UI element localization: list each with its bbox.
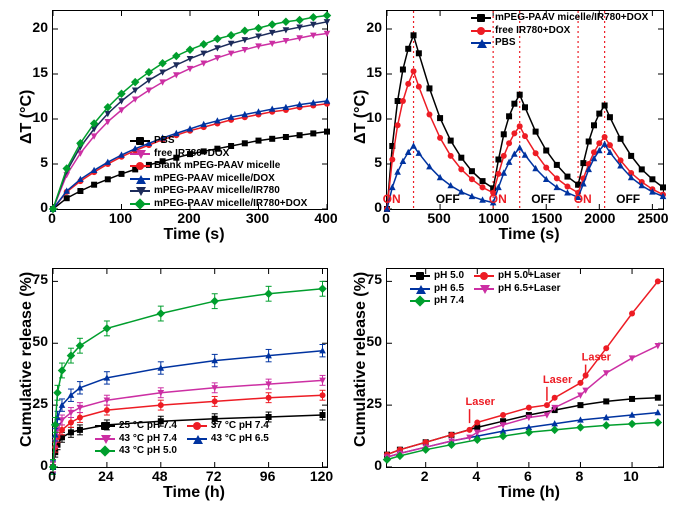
cycle-label: ON [489,192,507,206]
y-tick-label: 5 [356,154,382,170]
legend-item: pH 6.5+Laser [474,283,561,296]
x-tick-label: 300 [244,210,272,226]
legend-item: free IR780+DOX [130,148,307,161]
legend-label: mPEG-PAAV micelle/IR780 [154,185,280,198]
legend-label: 43 °C pH 6.5 [211,433,269,446]
x-tick-label: 1500 [531,210,559,226]
legend-label: pH 7.4 [434,295,464,308]
legend-label: pH 5.0+Laser [498,270,561,283]
legend-item: 43 °C pH 7.4 [95,433,177,446]
x-tick-label: 2 [411,468,439,484]
x-tick-label: 10 [617,468,645,484]
legend-item: mPEG-PAAV micelle/IR780 [130,185,307,198]
legend-label: 43 °C pH 7.4 [119,433,177,446]
y-axis-label: Cumulative release (%) [352,272,370,447]
x-tick-label: 6 [514,468,542,484]
x-tick-label: 4 [462,468,490,484]
x-axis-label: Time (s) [484,226,574,244]
panel-c: C0244872961200255075Cumulative release (… [0,258,334,516]
legend-label: pH 6.5+Laser [498,283,561,296]
legend-item: mPEG-PAAV micelle/IR780+DOX [130,198,307,211]
y-tick-label: 20 [356,19,382,35]
legend: mPEG-PAAV micelle/IR780+DOXfree IR780+DO… [471,12,648,50]
legend-label: PBS [154,135,175,148]
legend-label: free IR780+DOX [495,25,570,38]
y-tick-label: 0 [22,457,48,473]
legend-label: Blank mPEG-PAAV micelle [154,160,280,173]
legend-label: pH 6.5 [434,283,464,296]
y-tick-label: 20 [22,19,48,35]
legend-label: mPEG-PAAV micelle/IR780+DOX [495,12,648,25]
legend-item: 37 °C pH 7.4 [187,420,269,433]
x-tick-label: 120 [308,468,336,484]
x-tick-label: 8 [565,468,593,484]
x-tick-label: 200 [175,210,203,226]
x-tick-label: 48 [146,468,174,484]
cycle-label: ON [383,192,401,206]
svg-text:Laser: Laser [582,352,612,364]
legend-label: 37 °C pH 7.4 [211,420,269,433]
x-tick-label: 1000 [478,210,506,226]
x-tick-label: 2500 [637,210,665,226]
legend: pH 5.0 pH 5.0+Laser pH 6.5 pH 6.5+Laser pH 7… [410,270,561,308]
x-tick-label: 96 [254,468,282,484]
legend-label: 25 °C pH 7.4 [119,420,177,433]
legend-label: free IR780+DOX [154,148,229,161]
cycle-label: OFF [436,192,460,206]
legend-item: 43 °C pH 6.5 [187,433,269,446]
legend-item: 43 °C pH 5.0 [95,445,177,458]
x-axis-label: Time (h) [149,484,239,502]
legend: 25 °C pH 7.437 °C pH 7.443 °C pH 7.443 °… [95,420,269,458]
panel-d: DLaserLaserLaser2468100255075Cumulative … [334,258,676,516]
panel-b: B0500100015002000250005101520ONOFFONOFFO… [334,0,676,258]
cycle-label: OFF [531,192,555,206]
legend-item: free IR780+DOX [471,25,648,38]
legend-item: PBS [130,135,307,148]
legend-item: pH 5.0+Laser [474,270,561,283]
cycle-label: OFF [616,192,640,206]
panel-a: A010020030040005101520ΔT (°C)Time (s)PBS… [0,0,334,258]
cycle-label: ON [574,192,592,206]
figure-grid: A010020030040005101520ΔT (°C)Time (s)PBS… [0,0,676,516]
legend: PBSfree IR780+DOXBlank mPEG-PAAV micelle… [130,135,307,210]
y-tick-label: 0 [356,199,382,215]
legend-item: mPEG-PAAV micelle/IR780+DOX [471,12,648,25]
legend-label: 43 °C pH 5.0 [119,445,177,458]
x-tick-label: 500 [425,210,453,226]
legend-item: pH 7.4 [410,295,464,308]
svg-text:Laser: Laser [466,396,496,408]
legend-label: mPEG-PAAV micelle/DOX [154,173,275,186]
y-axis-label: Cumulative release (%) [18,272,36,447]
x-axis-label: Time (s) [149,226,239,244]
y-axis-label: ΔT (°C) [18,90,36,144]
legend-item: Blank mPEG-PAAV micelle [130,160,307,173]
legend-item: pH 5.0 [410,270,464,283]
legend-label: PBS [495,37,516,50]
y-tick-label: 15 [22,64,48,80]
x-tick-label: 72 [200,468,228,484]
x-tick-label: 100 [107,210,135,226]
y-tick-label: 15 [356,64,382,80]
x-tick-label: 24 [92,468,120,484]
svg-text:Laser: Laser [543,374,573,386]
y-axis-label: ΔT (°C) [352,90,370,144]
legend-label: mPEG-PAAV micelle/IR780+DOX [154,198,307,211]
legend-item: mPEG-PAAV micelle/DOX [130,173,307,186]
y-tick-label: 0 [22,199,48,215]
legend-item: PBS [471,37,648,50]
legend-item: 25 °C pH 7.4 [95,420,177,433]
y-tick-label: 0 [356,457,382,473]
y-tick-label: 5 [22,154,48,170]
legend-label: pH 5.0 [434,270,464,283]
x-tick-label: 2000 [584,210,612,226]
x-axis-label: Time (h) [484,484,574,502]
legend-item: pH 6.5 [410,283,464,296]
